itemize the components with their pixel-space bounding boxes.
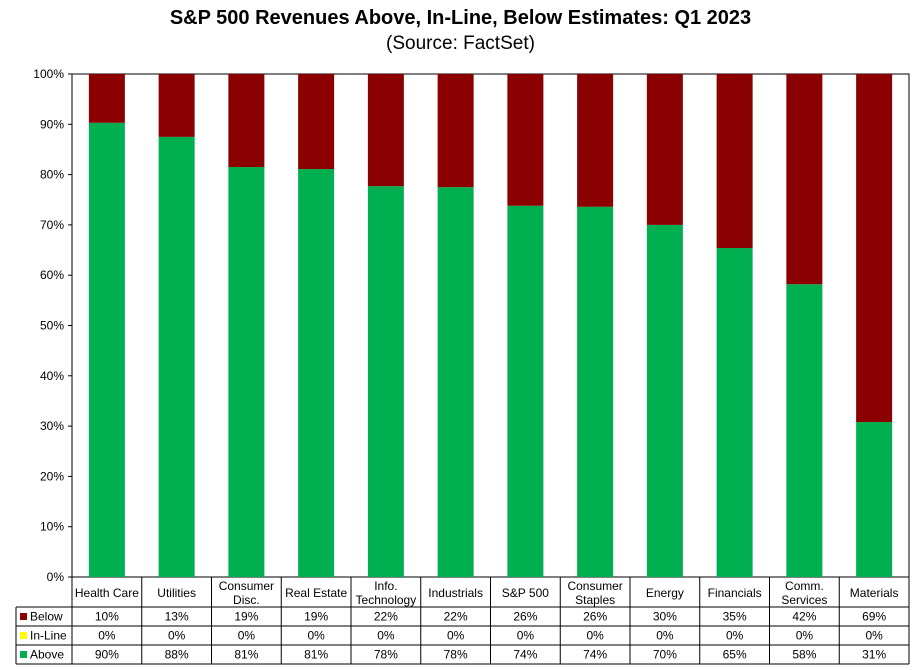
table-cell-below: 19% bbox=[234, 610, 258, 624]
category-label: Services bbox=[781, 593, 827, 607]
table-cell-below: 30% bbox=[653, 610, 677, 624]
table-cell-below: 13% bbox=[165, 610, 189, 624]
table-cell-above: 74% bbox=[513, 648, 537, 662]
table-cell-above: 81% bbox=[304, 648, 328, 662]
category-label: Industrials bbox=[428, 586, 483, 600]
bar-below bbox=[577, 74, 614, 207]
table-cell-above: 81% bbox=[234, 648, 258, 662]
category-label: Disc. bbox=[233, 593, 260, 607]
category-label: Energy bbox=[646, 586, 684, 600]
bar-above bbox=[856, 422, 893, 577]
y-tick-label: 20% bbox=[40, 469, 64, 483]
bar-below bbox=[716, 74, 753, 249]
table-cell-in-line: 0% bbox=[307, 629, 325, 643]
bar-below bbox=[856, 74, 893, 423]
table-cell-in-line: 0% bbox=[238, 629, 256, 643]
category-label: Utilities bbox=[157, 586, 196, 600]
category-label: S&P 500 bbox=[502, 586, 549, 600]
bar-below bbox=[298, 74, 335, 170]
y-tick-label: 30% bbox=[40, 419, 64, 433]
bar-below bbox=[88, 74, 125, 123]
table-cell-above: 78% bbox=[374, 648, 398, 662]
bar-above bbox=[158, 136, 195, 577]
table-cell-above: 78% bbox=[444, 648, 468, 662]
table-cell-in-line: 0% bbox=[656, 629, 674, 643]
bar-above bbox=[577, 206, 614, 578]
bar-above bbox=[367, 186, 404, 577]
table-cell-in-line: 0% bbox=[865, 629, 883, 643]
table-cell-below: 35% bbox=[723, 610, 747, 624]
bar-below bbox=[786, 74, 823, 285]
bar-below bbox=[367, 74, 404, 187]
table-cell-in-line: 0% bbox=[726, 629, 744, 643]
plot-area bbox=[71, 73, 910, 578]
category-label: Financials bbox=[708, 586, 762, 600]
table-cell-below: 42% bbox=[792, 610, 816, 624]
table-cell-in-line: 0% bbox=[517, 629, 535, 643]
legend-label-in-line: In-Line bbox=[30, 629, 67, 643]
y-tick-label: 40% bbox=[40, 369, 64, 383]
table-cell-below: 26% bbox=[513, 610, 537, 624]
bar-above bbox=[507, 205, 544, 577]
bar-above bbox=[437, 187, 474, 578]
table-cell-below: 19% bbox=[304, 610, 328, 624]
category-label: Consumer bbox=[567, 579, 622, 593]
legend-label-above: Above bbox=[30, 648, 64, 662]
table-cell-in-line: 0% bbox=[586, 629, 604, 643]
table-cell-in-line: 0% bbox=[98, 629, 116, 643]
table-cell-above: 65% bbox=[723, 648, 747, 662]
y-tick-label: 100% bbox=[33, 67, 64, 81]
table-cell-below: 69% bbox=[862, 610, 886, 624]
table-cell-above: 88% bbox=[165, 648, 189, 662]
chart-title: S&P 500 Revenues Above, In-Line, Below E… bbox=[169, 7, 752, 29]
y-tick-label: 90% bbox=[40, 117, 64, 131]
table-cell-below: 10% bbox=[95, 610, 119, 624]
category-label: Staples bbox=[575, 593, 615, 607]
category-label: Real Estate bbox=[285, 586, 347, 600]
category-label: Health Care bbox=[75, 586, 139, 600]
table-cell-below: 22% bbox=[374, 610, 398, 624]
table-cell-above: 58% bbox=[792, 648, 816, 662]
table-cell-in-line: 0% bbox=[168, 629, 186, 643]
category-label: Materials bbox=[850, 586, 899, 600]
category-label: Consumer bbox=[219, 579, 274, 593]
table-cell-below: 26% bbox=[583, 610, 607, 624]
table-cell-above: 74% bbox=[583, 648, 607, 662]
y-tick-label: 70% bbox=[40, 218, 64, 232]
y-tick-label: 0% bbox=[47, 570, 65, 584]
category-label: Info. bbox=[374, 579, 397, 593]
bar-above bbox=[228, 167, 265, 577]
bar-below bbox=[646, 74, 683, 225]
y-tick-label: 50% bbox=[40, 319, 64, 333]
table-cell-in-line: 0% bbox=[377, 629, 395, 643]
y-tick-label: 60% bbox=[40, 268, 64, 282]
bar-above bbox=[786, 284, 823, 577]
chart-subtitle: (Source: FactSet) bbox=[386, 33, 535, 54]
table-cell-below: 22% bbox=[444, 610, 468, 624]
table-cell-above: 70% bbox=[653, 648, 677, 662]
y-tick-label: 80% bbox=[40, 168, 64, 182]
table-cell-above: 90% bbox=[95, 648, 119, 662]
legend-key-above bbox=[20, 651, 27, 658]
bar-above bbox=[716, 248, 753, 577]
table-cell-above: 31% bbox=[862, 648, 886, 662]
bar-above bbox=[298, 169, 335, 577]
bar-below bbox=[437, 74, 474, 188]
category-label: Technology bbox=[356, 593, 417, 607]
legend-label-below: Below bbox=[30, 610, 63, 624]
bar-above bbox=[88, 122, 125, 577]
bar-below bbox=[228, 74, 265, 168]
legend-key-in-line bbox=[20, 632, 27, 639]
y-tick-label: 10% bbox=[40, 520, 64, 534]
table-cell-in-line: 0% bbox=[447, 629, 465, 643]
bar-above bbox=[646, 224, 683, 577]
category-label: Comm. bbox=[785, 579, 824, 593]
table-cell-in-line: 0% bbox=[796, 629, 814, 643]
bar-below bbox=[158, 74, 195, 137]
bar-below bbox=[507, 74, 544, 206]
legend-key-below bbox=[20, 613, 27, 620]
